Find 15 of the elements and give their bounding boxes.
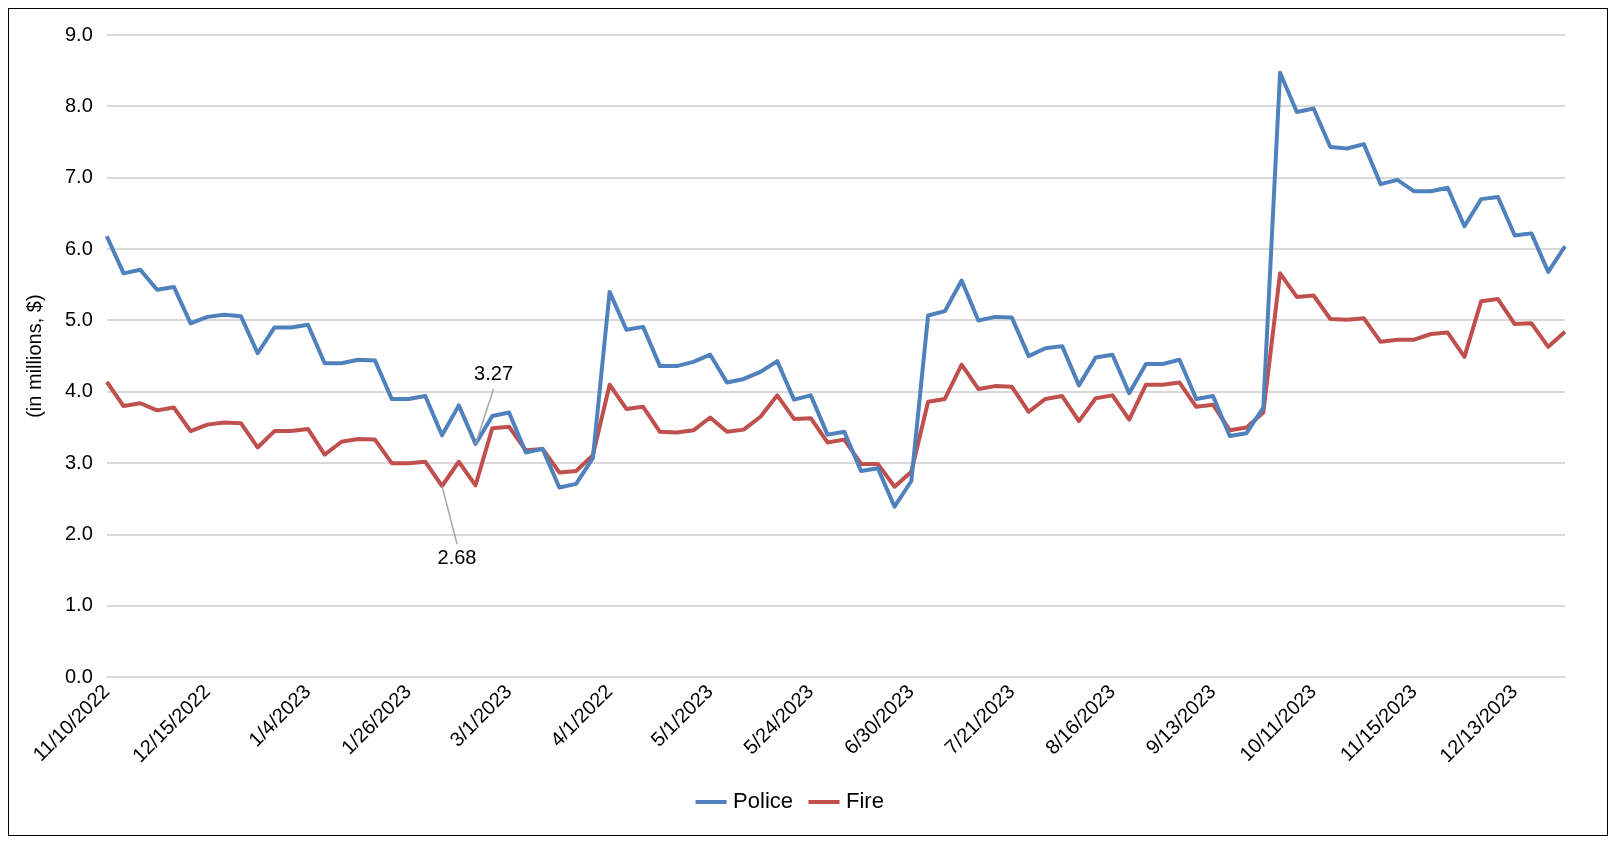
legend-label: Police	[733, 788, 794, 814]
y-tick-label: 6.0	[64, 236, 93, 259]
y-tick-label: 1.0	[64, 593, 93, 616]
y-tick-label: 0.0	[64, 664, 93, 687]
y-tick-label: 3.0	[64, 450, 93, 473]
y-tick-label: 5.0	[64, 307, 93, 330]
y-tick-label: 2.0	[64, 522, 93, 545]
y-axis-title: (in millions, $)	[22, 294, 45, 418]
y-tick-label: 7.0	[64, 165, 93, 188]
legend-label: Fire	[846, 788, 884, 814]
y-tick-label: 9.0	[64, 22, 93, 45]
data-label: 2.68	[437, 545, 477, 568]
data-label: 3.27	[474, 362, 514, 385]
y-tick-label: 8.0	[64, 93, 93, 116]
y-tick-label: 4.0	[64, 379, 93, 402]
